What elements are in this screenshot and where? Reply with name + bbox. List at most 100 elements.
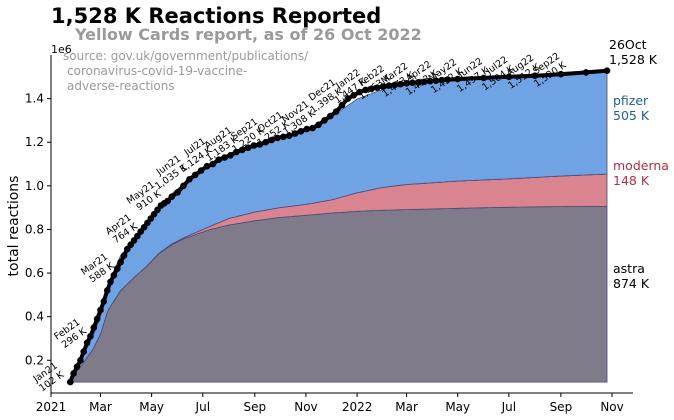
total-point [368,85,375,93]
x-tick-label: Sep [243,400,266,414]
pfizer-label: pfizer [613,93,649,108]
x-tick-label: Mar [89,400,112,414]
total-point [87,333,94,340]
total-point [244,144,252,151]
total-point [373,84,381,91]
total-point [505,73,513,81]
x-tick-label: Jul [501,400,516,414]
y-tick-label: 0.2 [25,353,44,367]
total-point [238,146,246,154]
total-point [256,141,264,148]
y-tick-label: 1.4 [25,92,44,106]
astra-label: astra [613,261,645,276]
total-point [344,95,352,102]
total-point [203,162,211,170]
total-point [180,182,187,190]
total-point [168,193,176,200]
total-point [338,101,346,109]
stacked-areas [69,70,608,383]
total-point [268,136,275,144]
end-label-date: 26Oct [609,37,647,52]
y-tick-label: 0.8 [25,222,44,236]
total-point [97,306,104,314]
source-line-2: coronavirus-covid-19-vaccine- [67,64,247,78]
total-point [397,80,405,88]
total-point [309,124,316,132]
total-point [379,83,387,90]
x-tick-label: May [139,400,164,414]
total-point [297,128,305,135]
total-point [303,125,311,133]
total-point [420,78,428,86]
total-point [356,88,363,96]
x-tick-label: 2021 [36,400,67,414]
total-point [174,189,181,196]
total-point [83,339,91,347]
x-tick-label: Jul [195,400,210,414]
total-point [233,148,240,156]
total-point [426,77,434,85]
total-point [221,154,228,161]
total-point [90,324,98,331]
x-tick-label: Mar [395,400,418,414]
total-point [327,112,334,120]
total-point [280,133,287,141]
total-point [164,197,171,205]
total-point [438,76,446,84]
total-point [315,121,322,129]
y-tick-label: 0.4 [25,310,44,324]
moderna-label: moderna [613,158,669,173]
total-point [80,348,87,355]
total-point [409,79,416,86]
y-tick-label: 0.6 [25,266,44,280]
x-tick-label: Sep [550,400,573,414]
moderna-value: 148 K [613,173,650,188]
total-point [403,80,410,87]
chart-subtitle: Yellow Cards report, as of 26 Oct 2022 [74,25,422,44]
total-point [120,252,128,259]
total-point [114,265,121,273]
total-point [93,315,101,323]
total-point [110,271,118,279]
total-point [186,176,193,183]
total-point [603,67,611,74]
total-point [321,117,328,124]
y-tick-label: 1.2 [25,135,44,149]
x-tick-label: Nov [600,400,623,414]
total-point [262,138,270,146]
total-point [432,77,440,84]
total-point [100,298,108,305]
total-point [73,363,81,371]
total-point [274,134,281,142]
total-point [582,69,590,76]
total-point [350,92,358,99]
total-point [415,79,422,86]
total-point [103,287,111,294]
x-tick-label: 2022 [342,400,373,414]
y-tick-label: 1.0 [25,179,44,193]
x-tick-label: Nov [294,400,317,414]
total-point [227,152,234,159]
end-label-value: 1,528 K [609,52,658,67]
total-point [70,370,77,377]
total-point [107,278,114,286]
total-point [209,160,217,168]
chart-title: 1,528 K Reactions Reported [51,4,381,28]
total-point [444,76,452,83]
total-point [480,74,488,82]
x-tick-label: May [445,400,470,414]
axes: 0.2 0.4 0.6 0.8 1.0 1.2 1.4 2021 Mar May Jul Sep Nov… [25,55,633,414]
total-point [117,258,124,266]
total-point [191,171,199,179]
astra-value: 874 K [613,276,650,291]
total-point [250,142,258,149]
total-point [197,167,205,174]
total-point [215,156,222,163]
total-point [67,378,74,386]
total-point [454,75,462,83]
total-line-group [67,67,611,386]
total-point [385,82,393,89]
pfizer-value: 505 K [613,108,650,123]
total-point [531,72,539,79]
